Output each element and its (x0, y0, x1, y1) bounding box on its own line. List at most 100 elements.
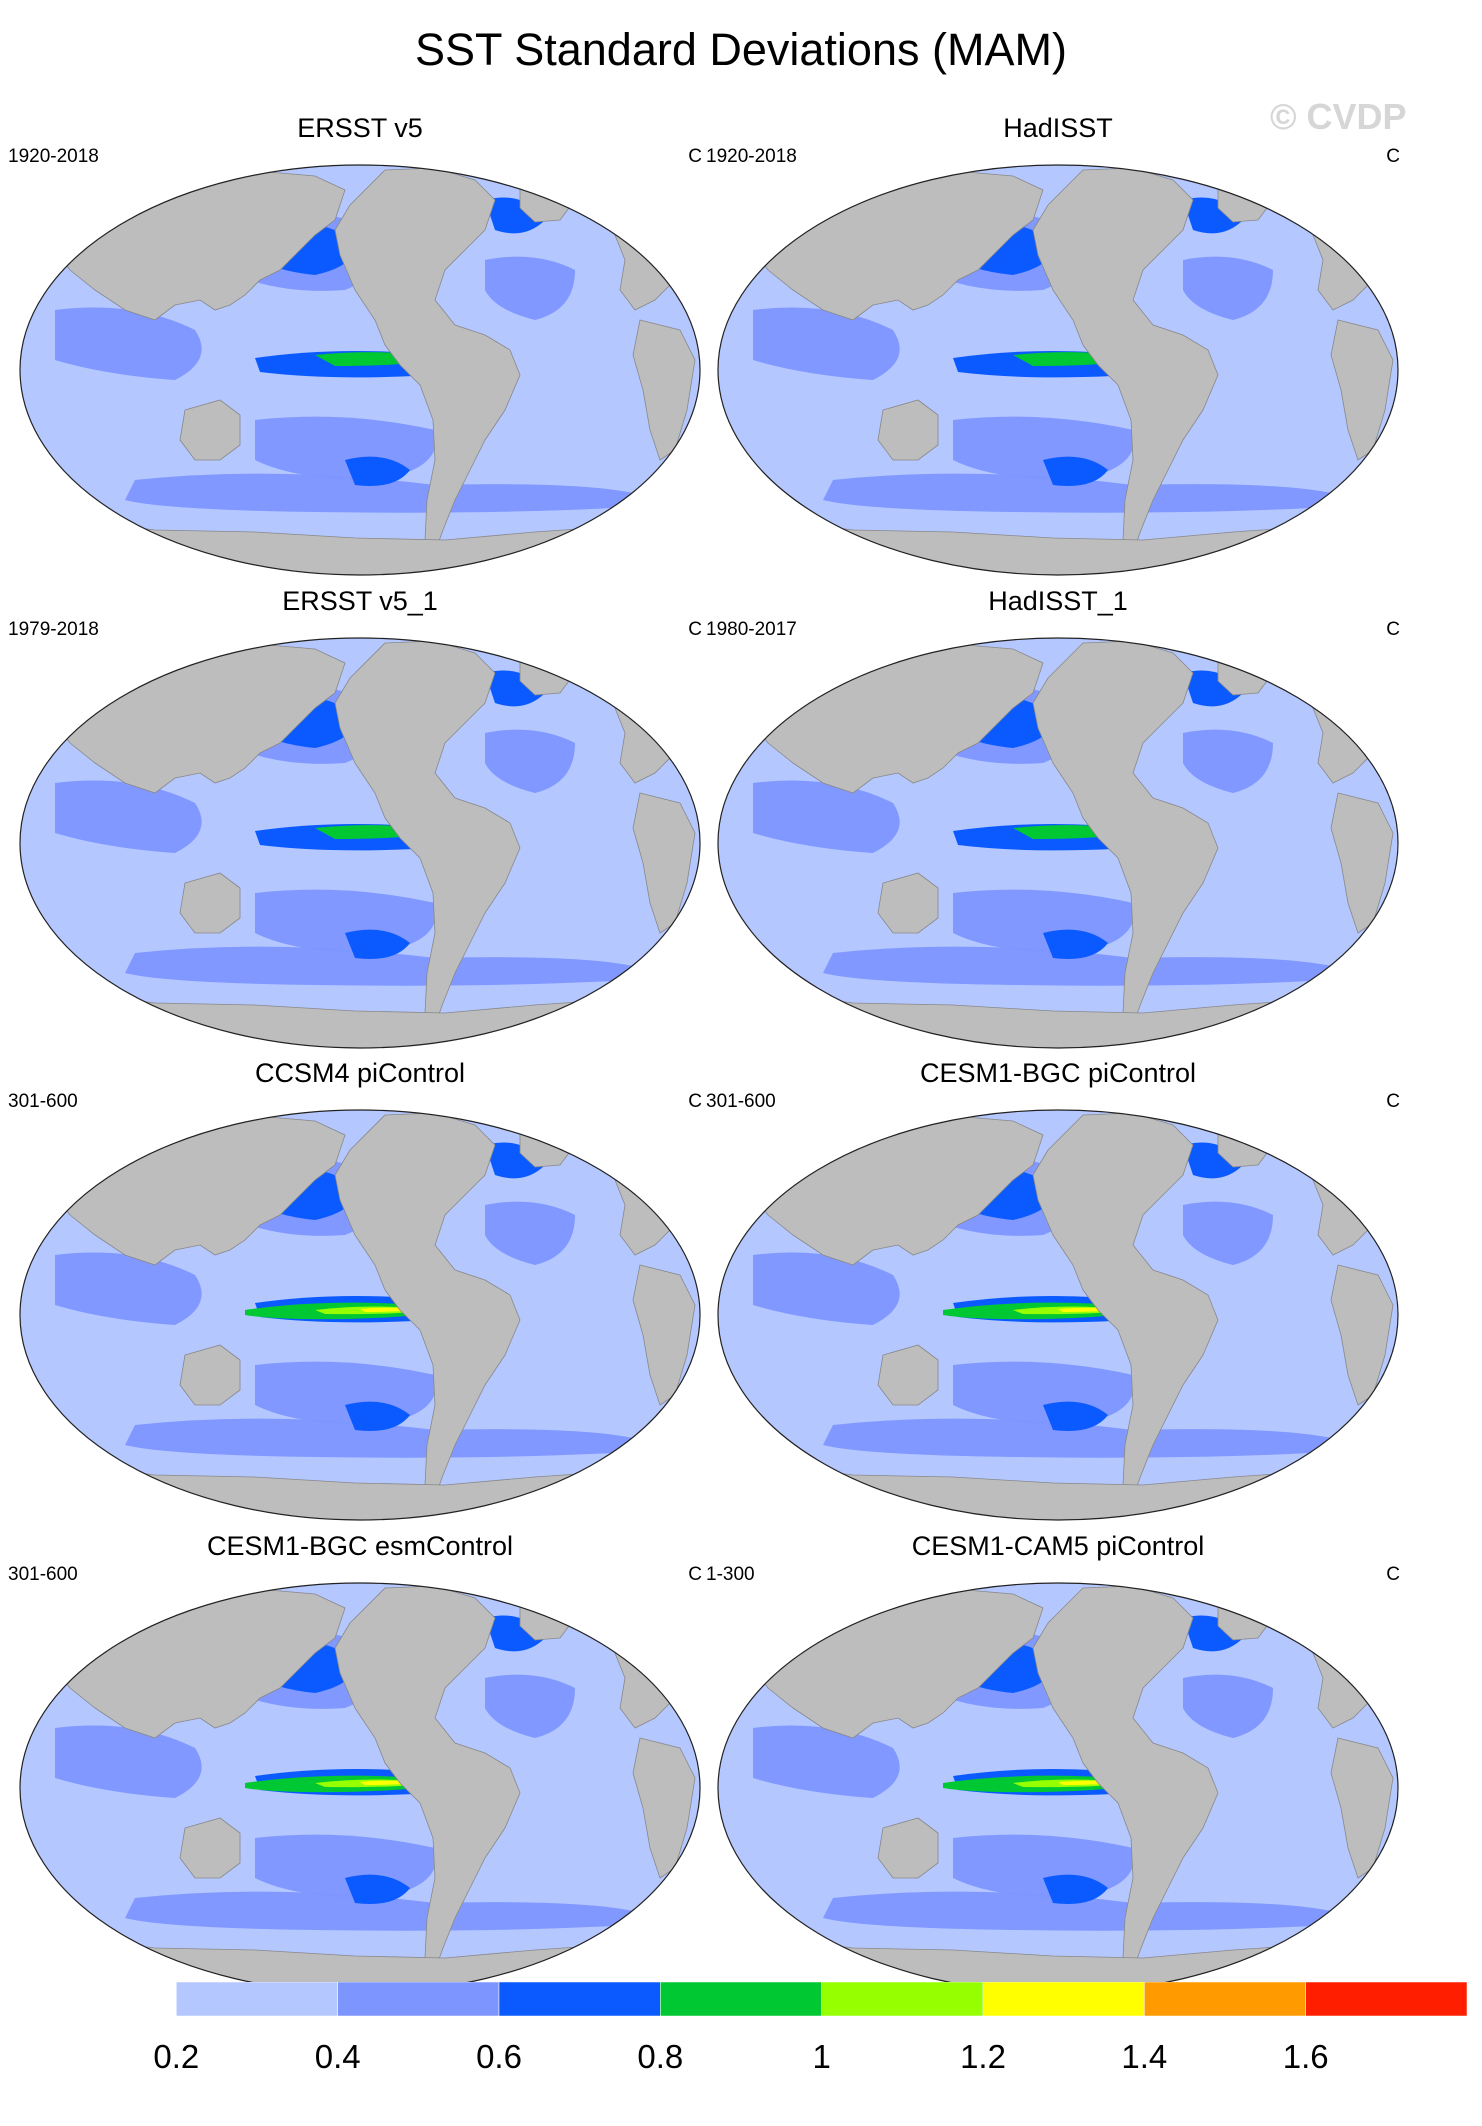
sst-region-0.4-0.6 (55, 1252, 202, 1325)
sst-region-0.4-0.6 (55, 780, 202, 853)
land-africa (632, 319, 696, 461)
figure-title: SST Standard Deviations (MAM) (415, 24, 1067, 75)
land-africa (1330, 319, 1394, 461)
land-australia (877, 1817, 939, 1879)
world-map (19, 637, 701, 1049)
map-border (19, 1109, 701, 1521)
land-australia (877, 1344, 939, 1406)
panel-title: CESM1-CAM5 piControl (911, 1531, 1205, 1561)
panel-units: C (1386, 619, 1400, 640)
world-map (19, 1582, 701, 1994)
sst-region-0.4-0.6 (753, 307, 900, 380)
land-australia (179, 399, 241, 461)
sst-region-0.4-0.6 (55, 1725, 202, 1798)
land-europe (614, 662, 696, 784)
land-americas (334, 1112, 521, 1498)
map-border (717, 164, 1399, 576)
sst-region-0.4-0.6 (125, 1418, 665, 1458)
map-border (717, 1109, 1399, 1521)
colorbar-swatch (337, 1982, 500, 2016)
land-europe (614, 1134, 696, 1256)
land-australia (179, 1344, 241, 1406)
land-africa (632, 1737, 696, 1879)
land-americas (334, 1585, 521, 1971)
colorbar-swatch (498, 1982, 661, 2016)
land-europe (614, 1607, 696, 1729)
panel-period: 301-600 (706, 1091, 776, 1112)
colorbar-swatch (1144, 1982, 1306, 2016)
sst-region-0.4-0.6 (485, 256, 575, 320)
sst-region-0.4-0.6 (753, 1252, 900, 1325)
panel-units: C (688, 1091, 702, 1112)
panel-units: C (688, 619, 702, 640)
sst-region-0.6-0.8 (1043, 1874, 1108, 1904)
sst-region-0.4-0.6 (1183, 1201, 1273, 1265)
land-africa (1330, 1737, 1394, 1879)
panel-title: ERSST v5 (297, 113, 423, 143)
colorbar (15, 1982, 1467, 2016)
land-europe (614, 189, 696, 311)
world-map (717, 637, 1399, 1049)
sst-region-0.4-0.6 (485, 1201, 575, 1265)
world-map (19, 1109, 701, 1521)
sst-region-0.4-0.6 (125, 1891, 665, 1931)
map-panel: CCSM4 piControl 301-600 C (0, 1057, 720, 1527)
land-europe (1312, 1607, 1394, 1729)
panel-period: 1920-2018 (8, 146, 99, 167)
sst-region-0.4-0.6 (1183, 256, 1273, 320)
panel-units: C (688, 1564, 702, 1585)
map-panel: CESM1-BGC esmControl 301-600 C (0, 1530, 720, 2000)
map-border (717, 637, 1399, 1049)
land-europe (1312, 189, 1394, 311)
land-europe (1312, 1134, 1394, 1256)
land-americas (334, 640, 521, 1026)
panel-title: HadISST_1 (988, 586, 1128, 616)
panel-units: C (1386, 1091, 1400, 1112)
map-panel: CESM1-BGC piControl 301-600 C (698, 1057, 1418, 1527)
map-panel: ERSST v5_1 1979-2018 C (0, 585, 720, 1055)
colorbar-tick-label: 1 (812, 2038, 831, 2075)
map-border (19, 164, 701, 576)
land-africa (1330, 792, 1394, 934)
panel-units: C (1386, 146, 1400, 167)
map-panel: HadISST_1 1980-2017 C (698, 585, 1418, 1055)
colorbar-tick-label: 1.6 (1282, 2038, 1329, 2075)
world-map (717, 1582, 1399, 1994)
map-border (19, 637, 701, 1049)
panel-period: 1920-2018 (706, 146, 797, 167)
colorbar-tick-label: 0.4 (314, 2038, 361, 2075)
sst-region-0.6-0.8 (345, 456, 410, 486)
land-americas (1032, 167, 1219, 553)
world-map (19, 164, 701, 576)
world-map (717, 164, 1399, 576)
panel-period: 1979-2018 (8, 619, 99, 640)
land-africa (1330, 1264, 1394, 1406)
colorbar-swatch (1305, 1982, 1467, 2016)
land-australia (179, 872, 241, 934)
panel-title: CESM1-BGC piControl (919, 1058, 1197, 1088)
panel-title: CESM1-BGC esmControl (206, 1531, 514, 1561)
world-map (717, 1109, 1399, 1521)
sst-region-0.4-0.6 (1183, 1674, 1273, 1738)
sst-region-0.4-0.6 (125, 473, 665, 513)
land-americas (334, 167, 521, 553)
land-australia (877, 399, 939, 461)
sst-region-0.4-0.6 (1183, 729, 1273, 793)
map-panel: HadISST 1920-2018 C (698, 112, 1418, 582)
sst-region-0.4-0.6 (55, 307, 202, 380)
sst-region-0.6-0.8 (1043, 929, 1108, 959)
sst-region-0.4-0.6 (823, 1418, 1363, 1458)
panel-units: C (1386, 1564, 1400, 1585)
panel-period: 301-600 (8, 1564, 78, 1585)
sst-region-0.4-0.6 (485, 729, 575, 793)
land-africa (632, 1264, 696, 1406)
panel-title: ERSST v5_1 (282, 586, 438, 616)
sst-region-0.6-0.8 (1043, 456, 1108, 486)
colorbar-swatch (15, 1982, 177, 2016)
colorbar-swatch (176, 1982, 338, 2016)
sst-region-0.6-0.8 (345, 1401, 410, 1431)
sst-region-0.4-0.6 (485, 1674, 575, 1738)
land-australia (179, 1817, 241, 1879)
map-panel: CESM1-CAM5 piControl 1-300 C (698, 1530, 1418, 2000)
cvdp-watermark: © CVDP (1270, 96, 1407, 137)
